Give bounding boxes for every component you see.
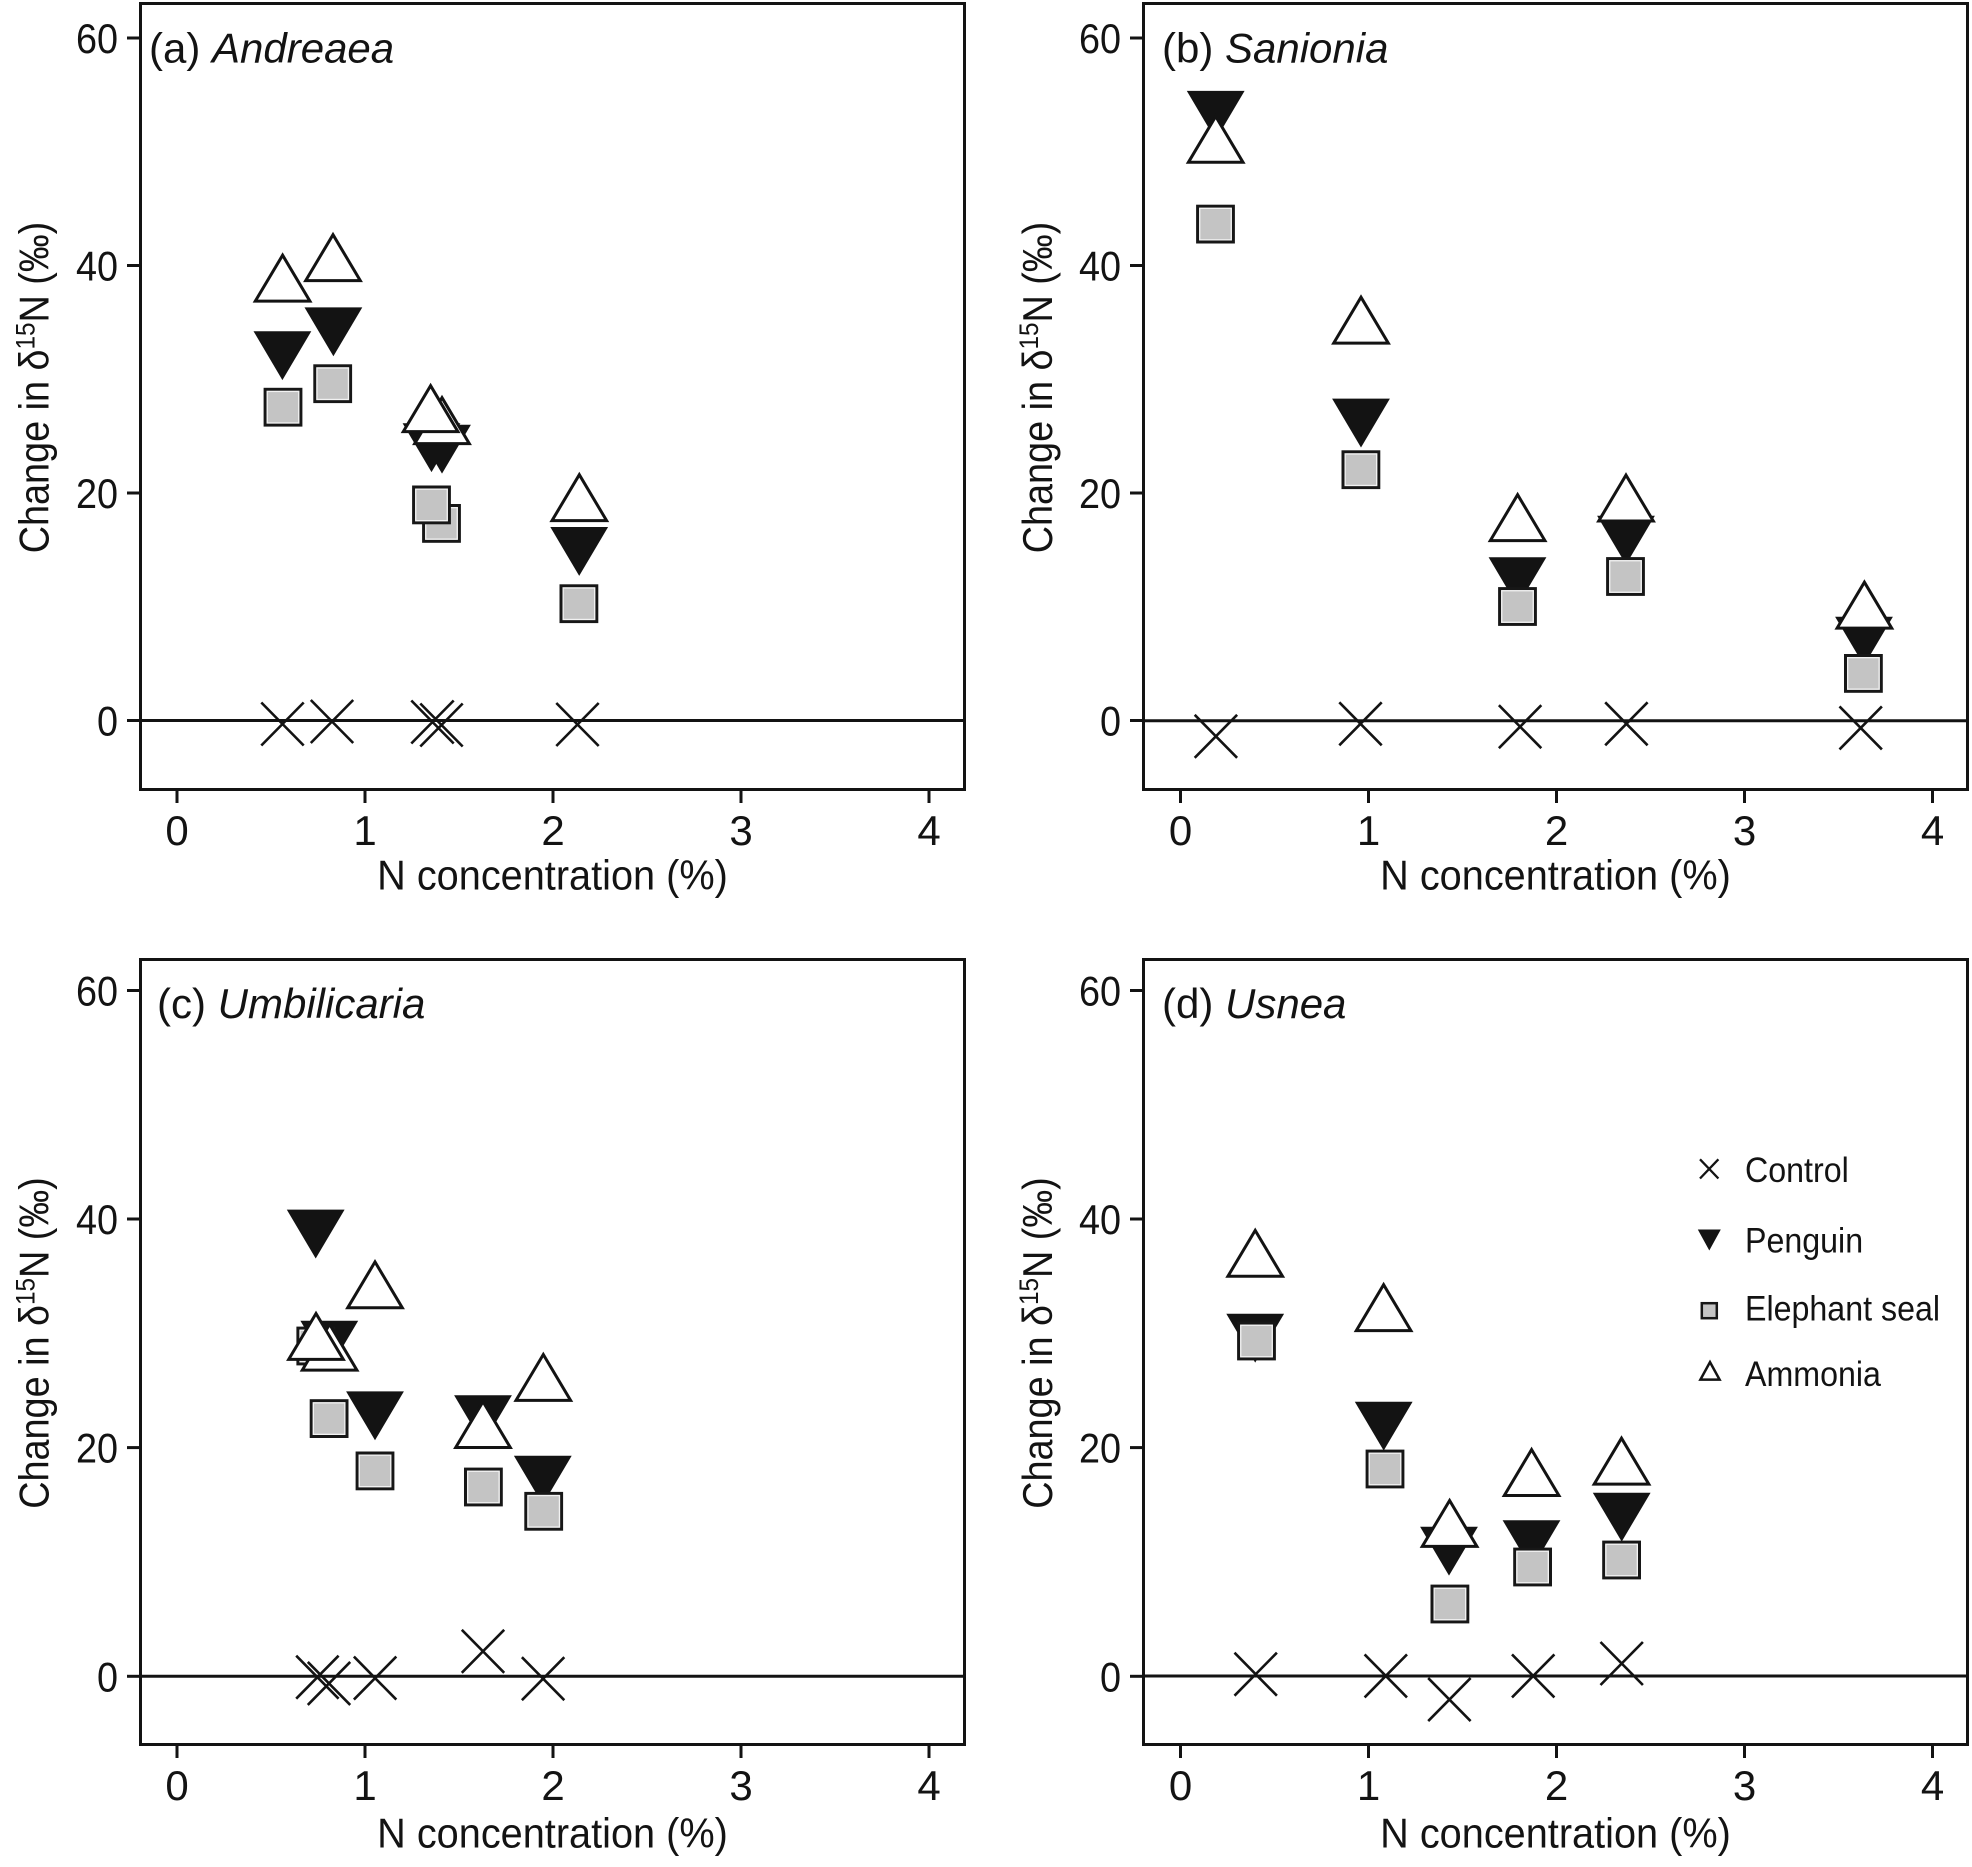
svg-text:3: 3: [1733, 1762, 1756, 1809]
svg-text:3: 3: [729, 807, 752, 854]
svg-text:20: 20: [1079, 471, 1121, 517]
svg-text:2: 2: [1545, 807, 1568, 854]
svg-text:Change in δ15N (‰): Change in δ15N (‰): [1015, 1177, 1062, 1509]
svg-text:0: 0: [97, 1655, 118, 1701]
svg-text:3: 3: [729, 1762, 752, 1809]
svg-text:4: 4: [917, 1762, 940, 1809]
svg-text:1: 1: [353, 1762, 376, 1809]
svg-text:1: 1: [1357, 1762, 1380, 1809]
svg-text:0: 0: [97, 699, 118, 745]
svg-text:20: 20: [76, 471, 118, 517]
svg-text:40: 40: [1079, 244, 1121, 290]
svg-text:N concentration (%): N concentration (%): [1380, 1809, 1731, 1856]
svg-text:2: 2: [1545, 1762, 1568, 1809]
svg-text:4: 4: [917, 807, 940, 854]
svg-text:(c) Umbilicaria: (c) Umbilicaria: [157, 980, 425, 1027]
svg-text:Change in δ15N (‰): Change in δ15N (‰): [11, 1177, 58, 1509]
svg-text:(b) Sanionia: (b) Sanionia: [1162, 25, 1388, 72]
svg-text:Elephant seal: Elephant seal: [1745, 1290, 1940, 1329]
svg-text:40: 40: [1079, 1197, 1121, 1243]
svg-text:0: 0: [1100, 699, 1121, 745]
svg-text:2: 2: [541, 807, 564, 854]
svg-text:20: 20: [76, 1426, 118, 1472]
svg-text:0: 0: [1100, 1655, 1121, 1701]
svg-text:N concentration (%): N concentration (%): [1380, 851, 1731, 898]
svg-text:60: 60: [76, 16, 118, 62]
svg-text:4: 4: [1921, 1762, 1944, 1809]
svg-text:N concentration (%): N concentration (%): [377, 851, 728, 898]
svg-text:1: 1: [353, 807, 376, 854]
svg-text:0: 0: [1169, 807, 1192, 854]
svg-text:60: 60: [76, 969, 118, 1015]
svg-text:40: 40: [76, 244, 118, 290]
svg-text:N concentration (%): N concentration (%): [377, 1809, 728, 1856]
svg-text:0: 0: [1169, 1762, 1192, 1809]
svg-text:20: 20: [1079, 1426, 1121, 1472]
svg-text:3: 3: [1733, 807, 1756, 854]
svg-text:40: 40: [76, 1197, 118, 1243]
svg-text:60: 60: [1079, 16, 1121, 62]
svg-text:Penguin: Penguin: [1745, 1222, 1863, 1261]
svg-text:Control: Control: [1745, 1152, 1849, 1191]
svg-text:60: 60: [1079, 969, 1121, 1015]
svg-text:1: 1: [1357, 807, 1380, 854]
svg-text:4: 4: [1921, 807, 1944, 854]
svg-text:(a) Andreaea: (a) Andreaea: [149, 25, 394, 72]
svg-text:(d) Usnea: (d) Usnea: [1162, 980, 1346, 1027]
svg-text:Change in δ15N (‰): Change in δ15N (‰): [1015, 222, 1062, 554]
svg-text:2: 2: [541, 1762, 564, 1809]
svg-text:Change in δ15N (‰): Change in δ15N (‰): [11, 222, 58, 554]
svg-text:0: 0: [165, 807, 188, 854]
svg-text:0: 0: [165, 1762, 188, 1809]
svg-text:Ammonia: Ammonia: [1745, 1356, 1881, 1395]
